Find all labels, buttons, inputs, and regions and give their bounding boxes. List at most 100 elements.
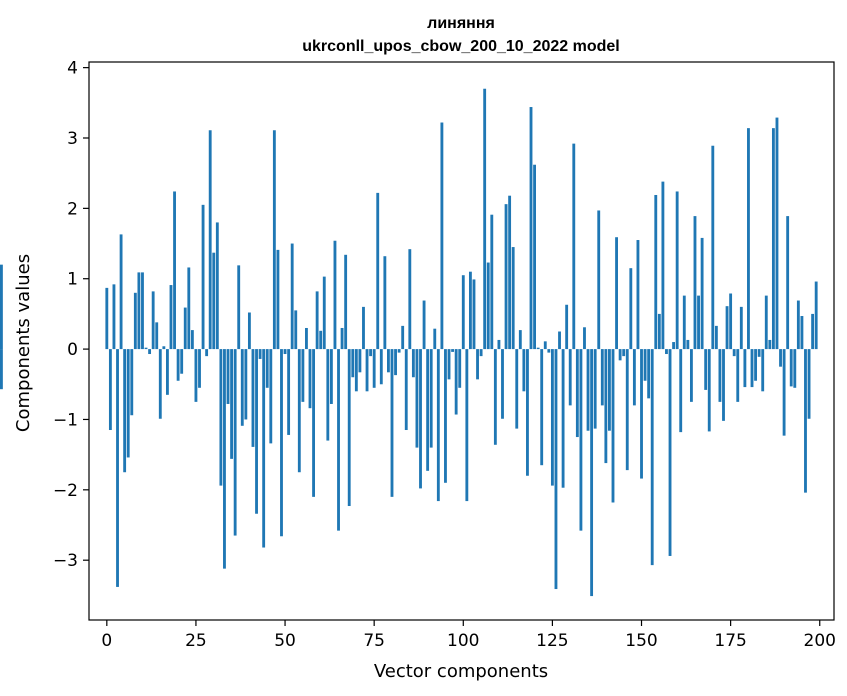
bar	[130, 349, 134, 416]
bar	[508, 195, 512, 350]
bar	[280, 349, 283, 537]
bar	[205, 349, 209, 357]
bar	[575, 349, 579, 438]
bar	[294, 310, 298, 350]
bar	[657, 313, 661, 350]
bar	[379, 349, 383, 385]
bar	[764, 295, 768, 350]
bar	[511, 247, 515, 350]
bar	[561, 349, 565, 488]
bar	[550, 349, 554, 486]
bar	[426, 349, 430, 471]
bar	[358, 349, 362, 373]
bar	[714, 325, 718, 350]
y-axis-ticks: −3 −2 −1 0 1 2 3 4	[53, 59, 89, 571]
bar	[340, 327, 344, 350]
bar	[262, 349, 266, 548]
x-tick-label: 50	[274, 631, 296, 651]
bar	[593, 349, 597, 429]
bar	[240, 349, 244, 426]
plot-frame	[88, 61, 835, 621]
bar	[105, 287, 109, 350]
bar	[272, 130, 276, 350]
bar	[312, 349, 315, 497]
bar	[586, 349, 590, 431]
bar	[622, 349, 626, 357]
bar	[697, 295, 700, 350]
bar	[212, 252, 216, 350]
bar	[597, 210, 601, 350]
bar	[729, 293, 733, 350]
bar	[226, 349, 230, 404]
bar	[133, 292, 137, 350]
y-tick-label: 4	[67, 59, 78, 79]
bar	[679, 349, 683, 433]
bar	[173, 191, 176, 350]
bar	[540, 349, 544, 466]
bar	[440, 122, 444, 350]
bar	[369, 349, 373, 357]
bar	[529, 107, 533, 350]
bar	[700, 237, 704, 350]
y-axis-label: Components values	[13, 254, 34, 432]
bar	[283, 349, 287, 355]
bar	[618, 349, 622, 361]
y-tick-label: 3	[67, 129, 78, 149]
bar	[223, 349, 226, 569]
bar	[814, 281, 818, 350]
y-tick-label: −1	[53, 410, 78, 430]
bar	[169, 285, 173, 350]
bar	[233, 349, 237, 536]
bar	[632, 349, 636, 406]
bar	[718, 349, 722, 402]
bar	[796, 300, 800, 350]
bar	[654, 194, 658, 350]
bar	[237, 265, 241, 350]
bar	[269, 349, 273, 444]
bar	[686, 339, 690, 350]
bar	[176, 349, 180, 381]
bar	[558, 331, 561, 350]
bar	[305, 327, 308, 350]
bar	[383, 256, 387, 350]
bar	[536, 347, 540, 350]
bar	[258, 349, 262, 359]
bar	[754, 349, 758, 381]
bar	[329, 349, 333, 404]
bar	[116, 349, 119, 587]
bar	[804, 349, 807, 493]
bar	[415, 349, 419, 448]
bar	[811, 313, 815, 350]
bar	[255, 349, 258, 514]
bar	[461, 275, 465, 350]
y-tick-label: 0	[67, 340, 78, 360]
bar	[376, 192, 380, 350]
bar	[468, 271, 472, 350]
bar	[351, 349, 355, 378]
bar	[315, 291, 319, 350]
y-tick-label: 2	[67, 199, 78, 219]
bar	[665, 349, 668, 355]
bar	[515, 349, 519, 429]
bar	[490, 214, 494, 350]
bar	[387, 349, 390, 373]
bar	[394, 349, 397, 376]
bar	[608, 349, 611, 431]
bar	[265, 349, 269, 388]
bar	[411, 349, 415, 378]
bar	[119, 234, 123, 350]
bar	[771, 128, 775, 350]
bar	[155, 322, 159, 350]
bar	[625, 349, 629, 471]
bar	[615, 237, 618, 350]
bar	[137, 272, 141, 350]
bar	[126, 349, 130, 458]
bar	[451, 349, 455, 352]
bar	[743, 349, 747, 388]
bar	[800, 316, 804, 350]
bar	[807, 349, 811, 419]
bar	[600, 349, 604, 406]
bar	[408, 249, 412, 350]
bar	[572, 143, 576, 350]
x-tick-label: 175	[714, 631, 746, 651]
